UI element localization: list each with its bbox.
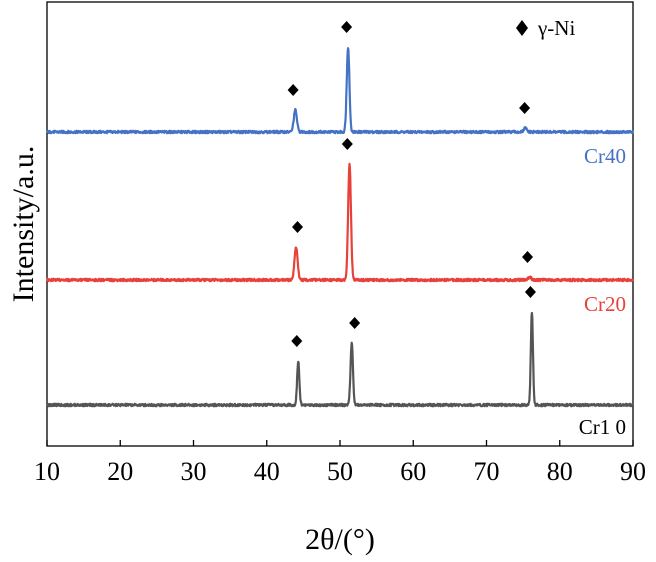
marker-layer xyxy=(287,21,536,347)
series-label: Cr1 0 xyxy=(579,415,626,439)
peak-marker-diamond-icon xyxy=(341,21,353,33)
peak-marker-diamond-icon xyxy=(519,102,531,114)
series-line xyxy=(46,47,634,135)
x-axis-title: 2θ/(°) xyxy=(305,523,375,556)
legend-diamond-icon xyxy=(516,20,528,36)
x-tick-label: 20 xyxy=(107,457,133,486)
x-tick-label: 70 xyxy=(474,457,500,486)
series-line xyxy=(45,311,635,408)
x-tick-label: 90 xyxy=(620,457,646,486)
y-axis-title: Intensity/a.u. xyxy=(7,146,40,303)
x-tick-label: 80 xyxy=(547,457,573,486)
x-tick-label: 30 xyxy=(181,457,207,486)
peak-marker-diamond-icon xyxy=(341,138,353,150)
series-label: Cr40 xyxy=(584,144,626,168)
series-label-layer: Cr40 Cr20 Cr1 0 xyxy=(579,144,626,439)
series-label: Cr20 xyxy=(584,292,626,316)
x-tick-label: 50 xyxy=(327,457,353,486)
peak-marker-diamond-icon xyxy=(349,317,361,329)
x-tick-label: 10 xyxy=(34,457,60,486)
series-layer xyxy=(45,47,635,408)
x-tick-label: 60 xyxy=(400,457,426,486)
plot-frame xyxy=(46,1,634,447)
x-tick-label: 40 xyxy=(254,457,280,486)
legend-label: γ-Ni xyxy=(537,16,575,40)
peak-marker-diamond-icon xyxy=(524,286,536,298)
peak-marker-diamond-icon xyxy=(291,335,303,347)
x-axis-ticks: 10 20 30 40 50 60 70 80 90 xyxy=(34,440,646,486)
peak-marker-diamond-icon xyxy=(287,84,299,96)
legend: γ-Ni xyxy=(516,16,575,40)
series-line xyxy=(46,162,635,283)
peak-marker-diamond-icon xyxy=(292,221,304,233)
peak-marker-diamond-icon xyxy=(522,251,534,263)
